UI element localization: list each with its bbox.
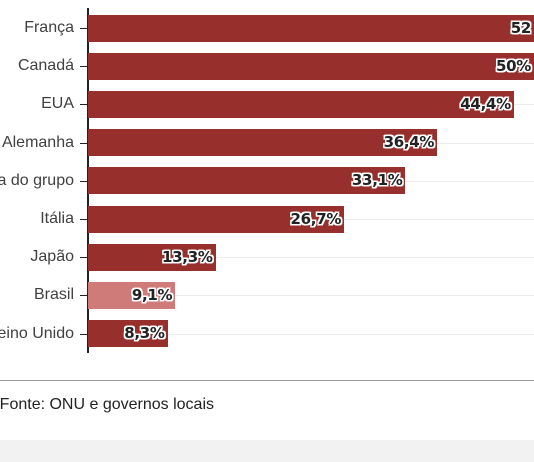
y-tick [80, 334, 87, 335]
gridline [88, 334, 534, 335]
y-tick [80, 181, 87, 182]
y-tick [80, 257, 87, 258]
category-label: Reino Unido [0, 325, 74, 342]
category-label: França [24, 19, 74, 36]
y-tick [80, 143, 87, 144]
bar [88, 244, 216, 271]
bar [88, 129, 438, 156]
bar [88, 91, 514, 118]
value-label: 50% [495, 57, 531, 75]
y-tick [80, 28, 87, 29]
gridline [88, 295, 534, 296]
category-label: Brasil [33, 286, 74, 303]
footer-band [0, 440, 534, 462]
y-axis-line [87, 8, 89, 353]
y-tick [80, 219, 87, 220]
category-label: Canadá [17, 57, 74, 74]
bar [88, 15, 534, 42]
category-label: Japão [30, 248, 74, 265]
bar [88, 320, 168, 347]
source-note: Fonte: ONU e governos locais [0, 396, 214, 413]
bar [88, 206, 345, 233]
bar [88, 53, 534, 80]
y-tick [80, 66, 87, 67]
value-label: 8,3% [124, 324, 165, 342]
category-label: Alemanha [1, 134, 74, 151]
value-label: 13,3% [162, 248, 213, 266]
category-label: Itália [40, 210, 74, 227]
value-label: 33,1% [351, 171, 403, 189]
gridline [88, 257, 534, 258]
category-label: Média do grupo [0, 172, 74, 189]
value-label: 52 [510, 19, 532, 37]
bar [88, 282, 176, 309]
value-label: 9,1% [131, 286, 173, 304]
footer-divider [0, 380, 534, 381]
y-tick [80, 295, 87, 296]
category-label: EUA [41, 95, 74, 112]
bar [88, 167, 406, 194]
y-tick [80, 104, 87, 105]
value-label: 44,4% [460, 95, 511, 113]
bar-chart: França 52 Canadá 50% EUA 44,4% Alemanha 36,4% Mé… [0, 8, 534, 353]
value-label: 26,7% [290, 210, 342, 228]
value-label: 36,4% [383, 133, 435, 151]
